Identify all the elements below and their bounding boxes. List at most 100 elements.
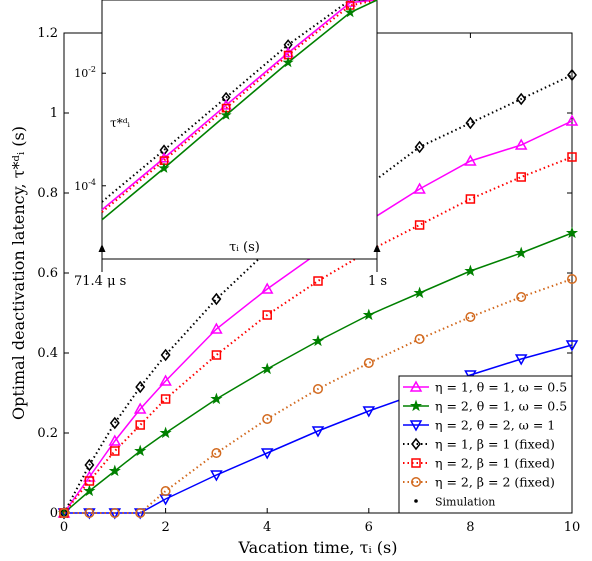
- legend-item: η = 2, β = 1 (fixed): [403, 456, 555, 471]
- y-tick-label: 0: [50, 506, 58, 521]
- data-point: [311, 426, 325, 438]
- data-point: [414, 334, 425, 344]
- data-point: [464, 264, 477, 277]
- data-point: [211, 350, 222, 360]
- data-point: [262, 310, 272, 320]
- inset-axes-box: [101, 0, 378, 260]
- data-point: [159, 426, 172, 439]
- legend-marker: [411, 437, 421, 451]
- data-point: [516, 92, 527, 106]
- main-y-ticks: 0 0.2 0.4 0.6 0.8 1 1.2: [37, 26, 572, 521]
- legend-item: η = 2, θ = 2, ω = 1: [403, 418, 555, 433]
- data-point: [210, 322, 223, 334]
- legend-label: η = 2, β = 2 (fixed): [435, 475, 555, 490]
- legend-label: Simulation: [435, 496, 495, 509]
- legend-marker: [414, 499, 418, 503]
- inset-data-point: [344, 6, 356, 18]
- data-point: [135, 420, 145, 430]
- tick-exponent: -2: [88, 65, 96, 74]
- annotation-arrow-head: [98, 244, 106, 252]
- data-point: [84, 458, 95, 472]
- inset-series-line: [101, 0, 377, 203]
- data-point: [159, 374, 172, 386]
- tick-exponent: -4: [88, 178, 96, 187]
- data-point: [59, 508, 69, 518]
- x-tick-label: 8: [466, 520, 474, 535]
- inset-data-point: [282, 46, 294, 58]
- legend-marker: [409, 420, 423, 432]
- legend-box: [398, 375, 573, 514]
- series-5: [59, 274, 577, 518]
- inset-data-point: [282, 56, 294, 68]
- data-point: [514, 354, 528, 366]
- inset-series-line: [101, 0, 378, 211]
- legend-marker: [409, 399, 423, 412]
- data-point: [84, 508, 95, 518]
- legend-label: η = 1, β = 1 (fixed): [435, 437, 555, 452]
- data-point: [565, 114, 579, 126]
- data-point: [160, 394, 171, 404]
- main-plot: 0 2 4 6 8 10 0 0.2 0.4 0.6 0.8 1 1.2 Vacation time, τ…: [9, 26, 580, 557]
- data-point: [210, 470, 223, 482]
- inset-annotations: 71.4 μ s 1 s: [74, 244, 387, 289]
- inset-y-axis-label: τ*ᵈᵢ: [110, 116, 130, 130]
- data-point: [363, 358, 374, 368]
- data-point: [210, 392, 223, 405]
- data-point: [565, 340, 579, 352]
- data-point: [211, 448, 222, 458]
- tick-base: 10: [74, 180, 88, 193]
- data-point: [160, 486, 171, 496]
- data-point: [516, 292, 527, 302]
- y-tick-label: 0.6: [37, 266, 58, 281]
- y-tick-label: 0.4: [37, 346, 58, 361]
- legend-label: η = 2, θ = 1, ω = 0.5: [435, 399, 567, 414]
- data-point: [260, 282, 274, 294]
- data-point: [160, 348, 171, 362]
- x-tick-label: 2: [161, 520, 169, 535]
- data-point: [362, 406, 376, 418]
- data-point: [311, 334, 325, 347]
- x-tick-label: 10: [564, 520, 581, 535]
- legend-label: η = 1, θ = 1, ω = 0.5: [435, 380, 567, 395]
- data-point: [414, 220, 425, 230]
- data-point: [413, 286, 426, 299]
- data-point: [313, 276, 323, 286]
- y-axis-label: Optimal deactivation latency, τ*ᵈᵢ (s): [9, 126, 28, 420]
- x-tick-label: 4: [263, 520, 271, 535]
- data-point: [313, 384, 323, 394]
- data-point: [260, 448, 274, 460]
- data-point: [108, 434, 122, 446]
- data-point: [414, 140, 425, 154]
- data-point: [413, 182, 426, 194]
- data-point: [211, 292, 222, 306]
- data-point: [567, 68, 577, 82]
- series-line: [63, 156, 573, 514]
- data-point: [464, 154, 477, 166]
- data-point: [261, 362, 274, 375]
- data-point: [109, 416, 120, 430]
- annotation-arrow-head: [373, 244, 381, 252]
- data-point: [109, 508, 120, 518]
- data-point: [135, 508, 146, 518]
- x-axis-label: Vacation time, τᵢ (s): [238, 538, 398, 557]
- legend-item: η = 1, θ = 1, ω = 0.5: [403, 380, 567, 395]
- y-tick-label: 1: [50, 106, 58, 121]
- inset-x-axis-label: τᵢ (s): [229, 240, 260, 255]
- legend-marker: [409, 380, 423, 392]
- inset-series-line: [101, 0, 378, 221]
- legend-marker: [411, 458, 421, 468]
- data-point: [110, 446, 120, 456]
- legend-marker: [411, 477, 421, 487]
- x-tick-label: 6: [365, 520, 373, 535]
- legend-item: Simulation: [414, 496, 495, 509]
- tick-base: 10: [74, 67, 88, 80]
- data-point: [362, 308, 375, 321]
- data-point: [108, 464, 121, 477]
- x-tick-label: 0: [60, 520, 68, 535]
- inset-data-point: [220, 109, 232, 120]
- inset-y-tick-label: 10-4: [74, 178, 96, 193]
- data-point: [516, 172, 526, 182]
- y-tick-label: 0.2: [37, 426, 58, 441]
